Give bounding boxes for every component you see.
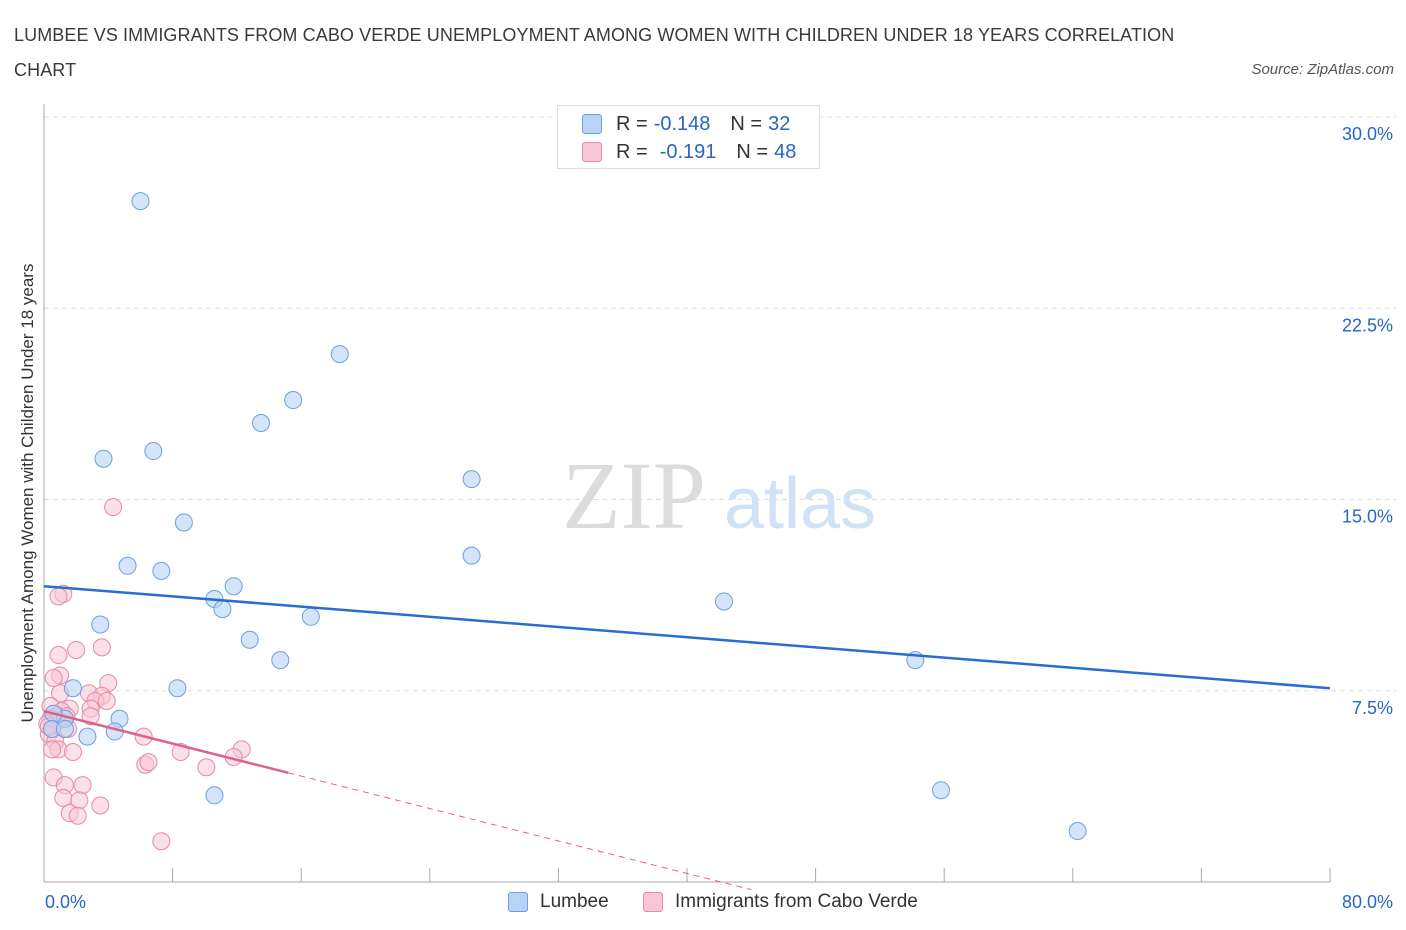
lumbee-point	[271, 651, 290, 670]
lumbee-point	[1068, 822, 1087, 840]
y-tick-label: 22.5%	[1342, 315, 1393, 335]
lumbee-point	[118, 556, 137, 575]
lumbee-point	[931, 781, 950, 800]
lumbee-point	[91, 615, 110, 634]
cabo-verde-point	[67, 640, 86, 659]
lumbee-legend-swatch	[508, 892, 528, 912]
cabo-verde-trend-line	[43, 709, 289, 775]
cabo-verde-point	[49, 646, 68, 665]
legend-row-lumbee: R = -0.148 N = 32	[582, 112, 790, 136]
r-label: R =	[616, 112, 648, 135]
lumbee-point	[168, 679, 187, 698]
lumbee-point	[94, 449, 113, 468]
cabo-verde-point	[81, 707, 100, 726]
cabo-verde-point	[49, 587, 68, 606]
lumbee-swatch	[582, 114, 602, 134]
lumbee-point	[55, 720, 74, 738]
cabo-verde-point	[197, 758, 216, 777]
tick-labels: 7.5% 15.0% 22.5% 30.0% 0.0% 80.0%	[45, 124, 1393, 912]
series-lumbee-points	[43, 192, 1087, 840]
lumbee-point	[78, 727, 97, 746]
lumbee-point	[284, 391, 303, 410]
cabo-verde-point	[68, 806, 87, 825]
lumbee-r-value: -0.148	[653, 112, 711, 135]
cabo-verde-point	[91, 796, 110, 815]
cabo-verde-n-value: 48	[774, 140, 797, 163]
series-cabo-verde-points	[38, 498, 251, 851]
watermark-zip: ZIP	[562, 442, 706, 549]
bottom-legend-lumbee: Lumbee	[508, 889, 609, 915]
cabo-verde-point	[73, 776, 92, 795]
y-tick-label: 30.0%	[1342, 124, 1393, 144]
lumbee-n-value: 32	[768, 112, 791, 135]
n-label: N =	[730, 112, 763, 135]
lumbee-point	[330, 345, 349, 364]
lumbee-point	[63, 679, 82, 698]
lumbee-point	[144, 442, 163, 461]
watermark-atlas: atlas	[724, 464, 876, 544]
bottom-legend-cabo-verde: Immigrants from Cabo Verde	[643, 889, 918, 915]
n-label: N =	[736, 140, 769, 163]
watermark: ZIP atlas	[562, 442, 876, 549]
cabo-verde-trend-extension	[288, 772, 752, 891]
lumbee-point	[714, 592, 733, 611]
y-tick-label: 15.0%	[1342, 507, 1393, 527]
lumbee-point	[205, 786, 224, 805]
trend-lines	[43, 584, 1331, 891]
lumbee-point	[131, 192, 150, 211]
lumbee-trend-line	[43, 584, 1331, 690]
lumbee-point	[301, 607, 320, 626]
cabo-verde-point	[139, 753, 158, 772]
cabo-verde-point	[54, 788, 73, 807]
cabo-verde-point	[44, 669, 63, 687]
y-tick-label: 7.5%	[1352, 698, 1393, 718]
cabo-verde-point	[43, 740, 62, 759]
cabo-verde-r-value: -0.191	[659, 140, 717, 163]
lumbee-point	[240, 630, 259, 649]
r-label: R =	[616, 140, 648, 163]
lumbee-legend-label: Lumbee	[540, 891, 609, 912]
cabo-verde-point	[63, 742, 82, 761]
chart-title: LUMBEE VS IMMIGRANTS FROM CABO VERDE UNE…	[14, 25, 1175, 80]
lumbee-point	[152, 561, 171, 580]
lumbee-point	[224, 577, 243, 596]
cabo-verde-legend-swatch	[643, 892, 663, 912]
source-note: Source: ZipAtlas.com	[1251, 61, 1394, 78]
lumbee-point	[462, 546, 481, 565]
cabo-verde-point	[104, 498, 123, 517]
x-tick-label-max: 80.0%	[1342, 892, 1393, 912]
lumbee-point	[174, 513, 193, 532]
correlation-legend: R = -0.148 N = 32 R = -0.191 N = 48	[557, 105, 820, 169]
cabo-verde-swatch	[582, 142, 602, 162]
cabo-verde-point	[152, 832, 171, 851]
cabo-verde-point	[97, 691, 116, 710]
lumbee-point	[462, 470, 481, 489]
cabo-verde-legend-label: Immigrants from Cabo Verde	[675, 891, 918, 912]
legend-row-cabo-verde: R = -0.191 N = 48	[582, 140, 796, 164]
lumbee-point	[213, 600, 232, 619]
lumbee-point	[252, 414, 271, 432]
x-tick-label-min: 0.0%	[45, 892, 86, 912]
cabo-verde-point	[92, 638, 111, 657]
